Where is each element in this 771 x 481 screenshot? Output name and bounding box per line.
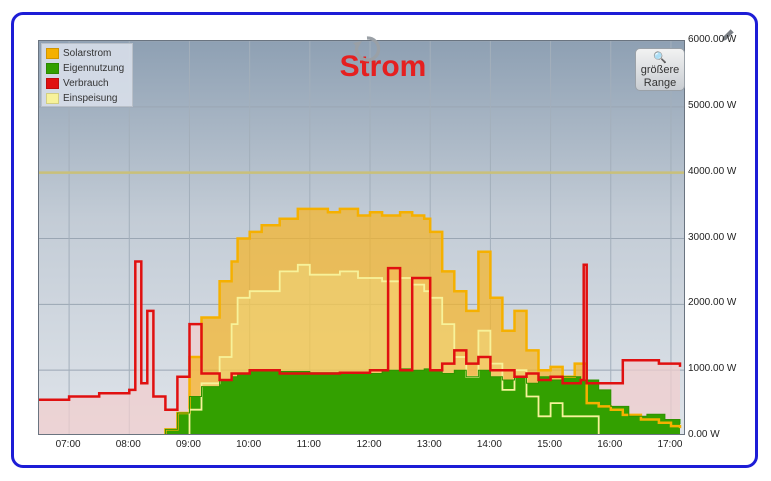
legend-label: Eigennutzung — [63, 63, 125, 74]
legend-item-eigennutzung[interactable]: Eigennutzung — [46, 61, 128, 76]
x-tick-label: 08:00 — [115, 439, 141, 450]
range-button-label-1: größere — [640, 64, 680, 76]
series-line-einspeisung — [188, 263, 600, 434]
x-tick-label: 09:00 — [175, 439, 201, 450]
legend-label: Solarstrom — [63, 48, 112, 59]
plot-area — [38, 40, 685, 435]
legend-swatch — [46, 93, 59, 104]
x-tick-label: 15:00 — [537, 439, 563, 450]
y-tick-label: 1000.00 W — [688, 363, 737, 375]
y-tick-label: 3000.00 W — [688, 231, 737, 243]
y-tick-label: 0.00 W — [688, 429, 720, 440]
legend-swatch — [46, 63, 59, 74]
refresh-icon[interactable] — [352, 34, 382, 64]
x-tick-label: 12:00 — [356, 439, 382, 450]
x-tick-label: 16:00 — [597, 439, 623, 450]
range-zoom-button[interactable]: 🔍 größere Range — [635, 48, 685, 91]
x-tick-label: 13:00 — [416, 439, 442, 450]
series-area-eigennutzung — [165, 368, 680, 434]
range-button-label-2: Range — [643, 77, 677, 89]
legend-item-verbrauch[interactable]: Verbrauch — [46, 76, 128, 91]
pencil-icon[interactable] — [719, 26, 737, 44]
magnifier-icon: 🔍 — [653, 52, 667, 64]
legend-label: Verbrauch — [63, 78, 109, 89]
legend-swatch — [46, 48, 59, 59]
chart-svg — [39, 41, 684, 434]
x-tick-label: 14:00 — [476, 439, 502, 450]
legend-item-einspeisung[interactable]: Einspeisung — [46, 91, 128, 106]
y-tick-label: 6000.00 W — [688, 34, 737, 45]
legend-item-solarstrom[interactable]: Solarstrom — [46, 46, 128, 61]
x-tick-label: 10:00 — [236, 439, 262, 450]
legend: Solarstrom Eigennutzung Verbrauch Einspe… — [41, 43, 133, 107]
legend-label: Einspeisung — [63, 93, 118, 104]
x-tick-label: 11:00 — [296, 439, 321, 450]
y-tick-label: 5000.00 W — [688, 99, 737, 111]
y-tick-label: 2000.00 W — [688, 297, 737, 309]
x-tick-label: 17:00 — [657, 439, 683, 450]
series-line-verbrauch — [39, 260, 682, 411]
chart-title: Strom — [339, 50, 427, 83]
series-line-solarstrom — [164, 207, 682, 434]
y-tick-label: 4000.00 W — [688, 165, 737, 177]
legend-swatch — [46, 78, 59, 89]
x-tick-label: 07:00 — [55, 439, 81, 450]
